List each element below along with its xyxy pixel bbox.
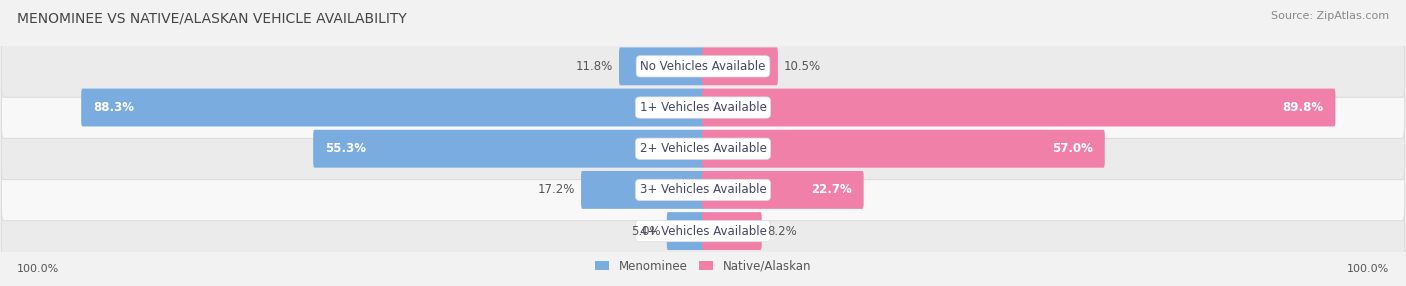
- Text: 10.5%: 10.5%: [785, 60, 821, 73]
- FancyBboxPatch shape: [702, 212, 762, 250]
- Text: 5.0%: 5.0%: [631, 225, 661, 238]
- FancyBboxPatch shape: [702, 130, 1105, 168]
- FancyBboxPatch shape: [666, 212, 704, 250]
- FancyBboxPatch shape: [1, 118, 1405, 180]
- Text: 3+ Vehicles Available: 3+ Vehicles Available: [640, 183, 766, 196]
- Legend: Menominee, Native/Alaskan: Menominee, Native/Alaskan: [591, 255, 815, 277]
- FancyBboxPatch shape: [1, 159, 1405, 221]
- Text: 4+ Vehicles Available: 4+ Vehicles Available: [640, 225, 766, 238]
- Text: 89.8%: 89.8%: [1282, 101, 1324, 114]
- Text: 11.8%: 11.8%: [576, 60, 613, 73]
- FancyBboxPatch shape: [702, 171, 863, 209]
- Text: 100.0%: 100.0%: [1347, 264, 1389, 274]
- Text: 57.0%: 57.0%: [1052, 142, 1094, 155]
- FancyBboxPatch shape: [581, 171, 704, 209]
- Text: No Vehicles Available: No Vehicles Available: [640, 60, 766, 73]
- Text: MENOMINEE VS NATIVE/ALASKAN VEHICLE AVAILABILITY: MENOMINEE VS NATIVE/ALASKAN VEHICLE AVAI…: [17, 11, 406, 25]
- FancyBboxPatch shape: [702, 47, 778, 85]
- Text: Source: ZipAtlas.com: Source: ZipAtlas.com: [1271, 11, 1389, 21]
- FancyBboxPatch shape: [314, 130, 704, 168]
- Text: 55.3%: 55.3%: [325, 142, 366, 155]
- FancyBboxPatch shape: [82, 89, 704, 126]
- FancyBboxPatch shape: [1, 200, 1405, 262]
- Text: 1+ Vehicles Available: 1+ Vehicles Available: [640, 101, 766, 114]
- Text: 8.2%: 8.2%: [768, 225, 797, 238]
- FancyBboxPatch shape: [702, 89, 1336, 126]
- Text: 17.2%: 17.2%: [537, 183, 575, 196]
- FancyBboxPatch shape: [1, 77, 1405, 138]
- Text: 100.0%: 100.0%: [17, 264, 59, 274]
- FancyBboxPatch shape: [619, 47, 704, 85]
- Text: 22.7%: 22.7%: [811, 183, 852, 196]
- Text: 2+ Vehicles Available: 2+ Vehicles Available: [640, 142, 766, 155]
- Text: 88.3%: 88.3%: [93, 101, 134, 114]
- FancyBboxPatch shape: [1, 35, 1405, 97]
